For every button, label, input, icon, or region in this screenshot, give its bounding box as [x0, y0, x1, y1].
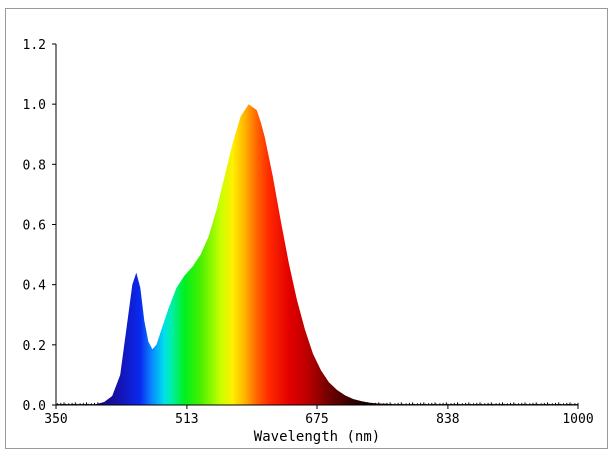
y-tick-label: 0.2	[23, 339, 46, 354]
spectrum-chart: 0.0 0.2 0.4 0.6 0.8 1.0 1.2 350 513 675 838 1000 W…	[23, 38, 594, 445]
x-axis-label: Wavelength (nm)	[254, 429, 380, 445]
y-tick-label: 1.2	[23, 38, 46, 53]
x-tick-label: 838	[436, 412, 459, 427]
x-tick-label: 350	[44, 412, 67, 427]
x-tick-label: 513	[175, 412, 198, 427]
y-tick-label: 0.6	[23, 219, 46, 234]
x-tick-label: 1000	[562, 412, 593, 427]
y-tick-label: 0.0	[23, 399, 46, 414]
y-tick-label: 1.0	[23, 98, 46, 113]
x-axis-ticks: 350 513 675 838 1000	[44, 405, 594, 427]
spectrum-area-layer	[56, 104, 579, 405]
y-tick-label: 0.4	[23, 279, 47, 294]
y-axis-ticks: 0.0 0.2 0.4 0.6 0.8 1.0 1.2	[23, 38, 56, 414]
chart-frame: 0.0 0.2 0.4 0.6 0.8 1.0 1.2 350 513 675 838 1000 W…	[5, 8, 608, 449]
y-tick-label: 0.8	[23, 158, 46, 173]
x-tick-label: 675	[305, 412, 328, 427]
spectrum-area	[56, 104, 578, 405]
